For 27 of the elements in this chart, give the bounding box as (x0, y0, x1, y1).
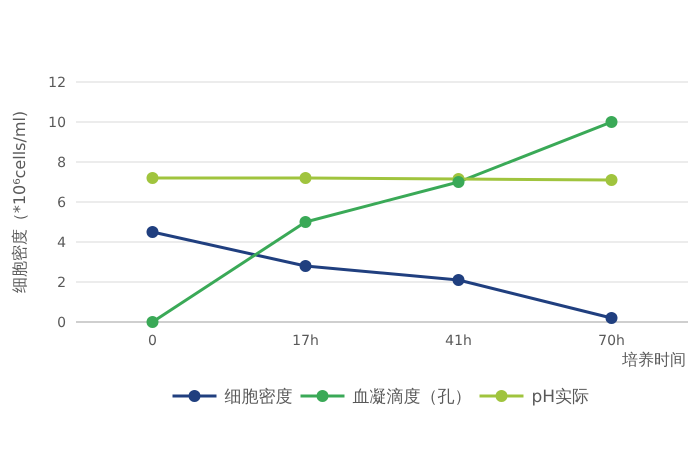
x-tick-label: 0 (148, 333, 157, 349)
point (606, 312, 618, 324)
x-tick-label: 41h (445, 333, 472, 349)
point (606, 116, 618, 128)
y-tick-label: 6 (57, 195, 66, 211)
point (300, 216, 312, 228)
point (300, 172, 312, 184)
y-tick-label: 10 (48, 115, 66, 131)
y-tick-label: 12 (48, 75, 66, 91)
y-tick-label: 8 (57, 155, 66, 171)
point (606, 174, 618, 186)
y-tick-label: 0 (57, 315, 66, 331)
point (300, 260, 312, 272)
x-tick-label: 70h (598, 333, 625, 349)
legend-label: 血凝滴度（孔） (352, 387, 472, 407)
y-tick-label: 2 (57, 275, 66, 291)
x-axis-title: 培养时间 (621, 350, 686, 369)
point (146, 172, 158, 184)
y-axis-title: 细胞密度（*10⁶cells/ml) (10, 110, 29, 294)
legend-label: pH实际 (532, 387, 590, 407)
legend-label: 细胞密度 (224, 387, 292, 407)
y-tick-label: 4 (57, 235, 66, 251)
point (452, 274, 464, 286)
point (452, 176, 464, 188)
point (146, 226, 158, 238)
x-tick-label: 17h (292, 333, 319, 349)
point (146, 316, 158, 328)
